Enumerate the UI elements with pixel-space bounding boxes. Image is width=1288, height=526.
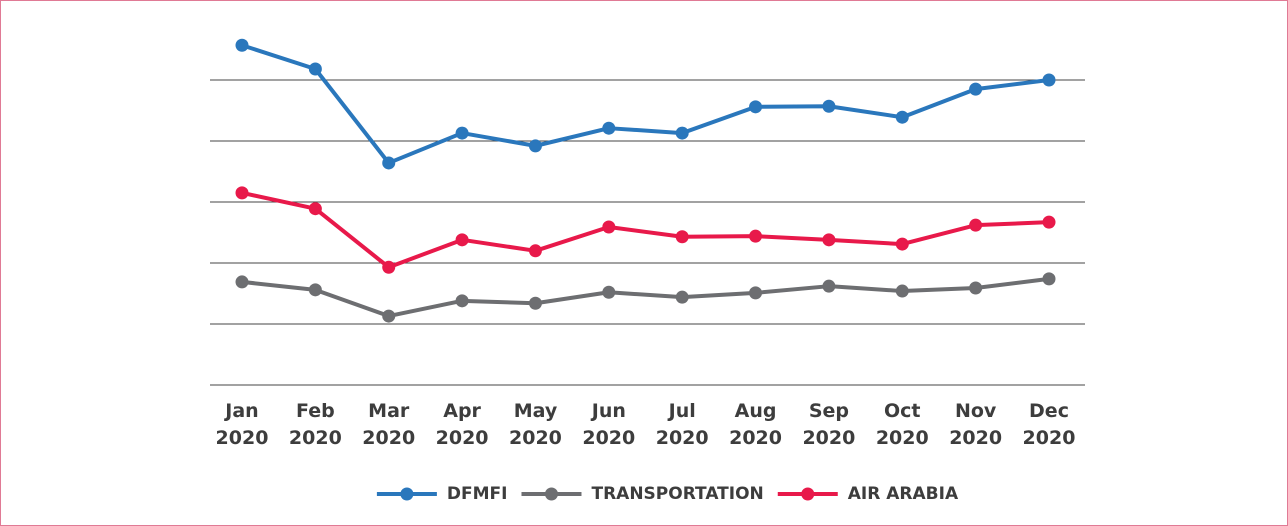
legend-label: TRANSPORTATION [591, 484, 763, 504]
x-tick-label: Nov 2020 [949, 400, 1002, 449]
data-point [235, 186, 249, 200]
data-point [1042, 272, 1056, 286]
x-tick-label: Jun 2020 [582, 400, 635, 449]
data-point [528, 244, 542, 258]
legend-marker [544, 487, 558, 501]
x-tick-label: Mar 2020 [362, 400, 415, 449]
data-point [308, 283, 322, 297]
data-point [749, 286, 763, 300]
x-tick-label: Apr 2020 [436, 400, 489, 449]
x-tick-label: Aug 2020 [729, 400, 782, 449]
data-point [969, 82, 983, 96]
data-point [235, 38, 249, 52]
data-point [1042, 73, 1056, 87]
data-point [822, 99, 836, 113]
x-tick-label: Feb 2020 [289, 400, 342, 449]
data-point [895, 110, 909, 124]
data-point [749, 229, 763, 243]
x-tick-label: Jan 2020 [216, 400, 269, 449]
data-point [455, 126, 469, 140]
series-line [241, 43, 1050, 165]
series-line [241, 276, 1050, 319]
data-point [455, 233, 469, 247]
x-tick-label: Dec 2020 [1023, 400, 1076, 449]
data-point [969, 281, 983, 295]
data-point [382, 309, 396, 323]
data-point [749, 100, 763, 114]
data-point [895, 237, 909, 251]
legend-marker [400, 487, 414, 501]
data-point [822, 279, 836, 293]
x-tick-label: Jul 2020 [656, 400, 709, 449]
data-point [382, 260, 396, 274]
data-point [308, 202, 322, 216]
data-point [895, 284, 909, 298]
data-point [969, 218, 983, 232]
data-point [308, 62, 322, 76]
data-point [528, 139, 542, 153]
data-point [675, 126, 689, 140]
data-point [822, 233, 836, 247]
x-tick-label: Sep 2020 [802, 400, 855, 449]
series-line [241, 190, 1050, 270]
x-tick-label: Oct 2020 [876, 400, 929, 449]
data-point [528, 296, 542, 310]
data-point [602, 285, 616, 299]
data-point [455, 294, 469, 308]
legend-marker [801, 487, 815, 501]
data-point [602, 121, 616, 135]
data-point [602, 220, 616, 234]
data-point [675, 290, 689, 304]
legend-label: DFMFI [447, 484, 508, 504]
data-point [675, 230, 689, 244]
data-point [235, 275, 249, 289]
x-tick-label: May 2020 [509, 400, 562, 449]
data-point [1042, 215, 1056, 229]
data-point [382, 156, 396, 170]
legend-label: AIR ARABIA [848, 484, 959, 504]
